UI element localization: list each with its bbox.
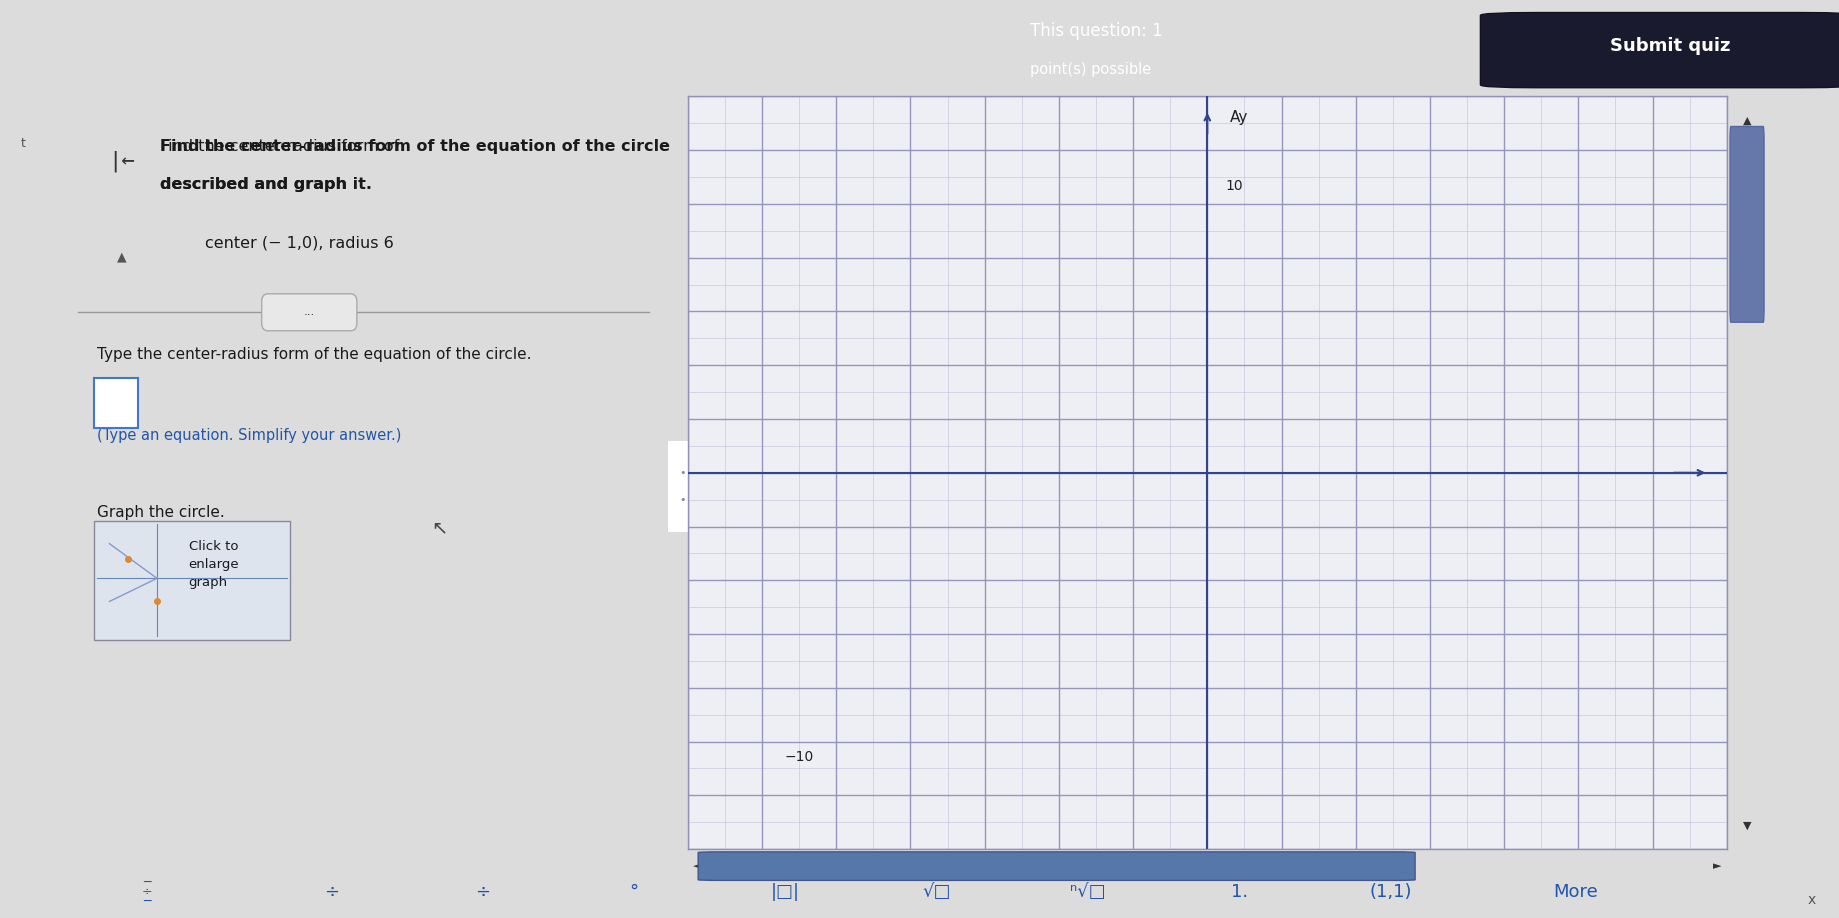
Text: center (− 1,0), radius 6: center (− 1,0), radius 6 xyxy=(204,235,394,251)
Text: ÷: ÷ xyxy=(476,883,491,901)
Text: •: • xyxy=(679,468,686,477)
Text: Graph the circle.: Graph the circle. xyxy=(97,505,224,521)
Text: x: x xyxy=(1808,893,1815,907)
Text: More: More xyxy=(1554,883,1598,901)
Text: ⁿ√□: ⁿ√□ xyxy=(1070,883,1105,901)
Text: Ay: Ay xyxy=(1230,110,1249,126)
Text: ─: ─ xyxy=(143,895,151,908)
Text: ÷: ÷ xyxy=(324,883,338,901)
Text: −10: −10 xyxy=(785,750,813,764)
Text: Click to
enlarge
graph: Click to enlarge graph xyxy=(189,540,239,589)
Text: Type the center-radius form of the equation of the circle.: Type the center-radius form of the equat… xyxy=(97,347,531,362)
FancyBboxPatch shape xyxy=(94,378,138,428)
FancyBboxPatch shape xyxy=(94,521,291,640)
Text: point(s) possible: point(s) possible xyxy=(1030,62,1151,77)
Text: (Type an equation. Simplify your answer.): (Type an equation. Simplify your answer.… xyxy=(97,428,401,443)
Text: (1,1): (1,1) xyxy=(1370,883,1412,901)
Text: Find the center-radius form of: Find the center-radius form of xyxy=(160,139,405,154)
Text: °: ° xyxy=(629,883,638,901)
Text: •: • xyxy=(679,496,686,505)
Text: ◄: ◄ xyxy=(693,861,701,871)
Text: 10: 10 xyxy=(1227,179,1243,193)
Text: ...: ... xyxy=(303,305,314,318)
Text: |□|: |□| xyxy=(771,883,800,901)
Text: Submit quiz: Submit quiz xyxy=(1609,38,1730,55)
Text: described and graph it.: described and graph it. xyxy=(160,177,371,193)
Text: ▲: ▲ xyxy=(118,251,127,263)
FancyBboxPatch shape xyxy=(699,852,1414,880)
Text: ▲: ▲ xyxy=(1743,115,1751,125)
Text: ▼: ▼ xyxy=(1743,821,1751,830)
FancyBboxPatch shape xyxy=(664,431,701,542)
Text: t: t xyxy=(20,138,26,151)
FancyBboxPatch shape xyxy=(1480,13,1839,88)
Text: √□: √□ xyxy=(923,883,951,901)
Text: Find the center-radius form of the equation of the circle: Find the center-radius form of the equat… xyxy=(160,139,669,154)
FancyBboxPatch shape xyxy=(1730,127,1764,322)
Text: ÷: ÷ xyxy=(142,885,153,898)
Text: described and graph: described and graph xyxy=(160,177,353,193)
FancyBboxPatch shape xyxy=(261,294,357,330)
Text: ↖: ↖ xyxy=(430,519,447,538)
Text: |←: |← xyxy=(109,151,136,172)
Text: ►: ► xyxy=(1714,861,1721,871)
Text: ─: ─ xyxy=(143,876,151,890)
Text: This question: 1: This question: 1 xyxy=(1030,22,1162,39)
Text: 1.: 1. xyxy=(1230,883,1249,901)
